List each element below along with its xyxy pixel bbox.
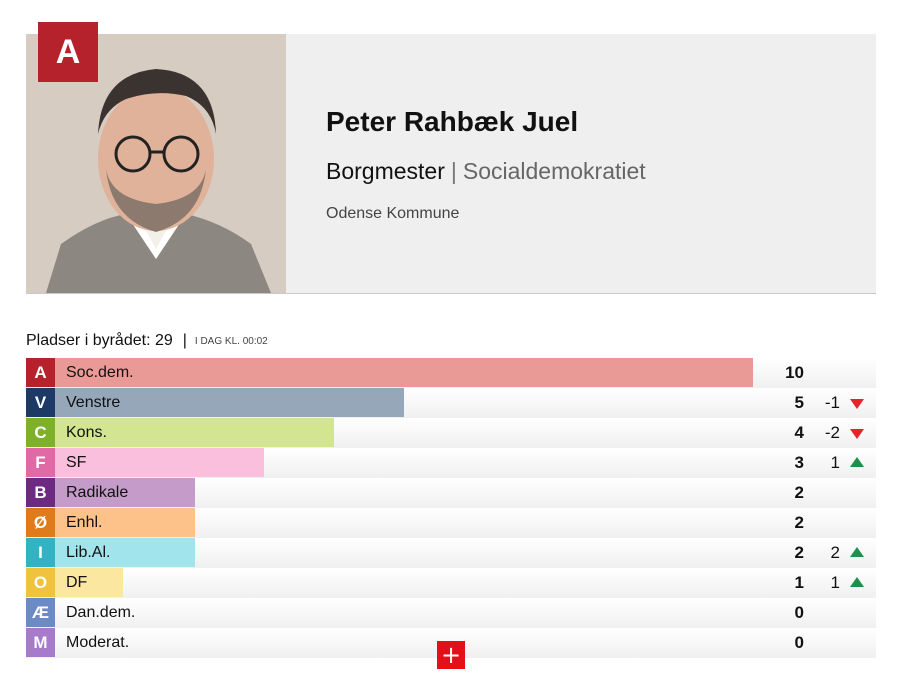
- party-seats: 4: [794, 423, 804, 442]
- party-seats: 3: [794, 453, 804, 472]
- party-row: Ø Enhl. 2: [26, 508, 876, 538]
- seats-header: Pladser i byrådet: 29 | I DAG KL. 00:02: [26, 332, 268, 350]
- party-name: DF: [66, 574, 88, 591]
- party-row: I Lib.Al. 2 2: [26, 538, 876, 568]
- party-name: Enhl.: [66, 514, 103, 531]
- arrow-up-icon: [850, 547, 864, 557]
- party-letter: M: [26, 628, 55, 657]
- candidate-name: Peter Rahbæk Juel: [326, 106, 579, 137]
- party-row: Æ Dan.dem. 0: [26, 598, 876, 628]
- party-name: SF: [66, 454, 87, 471]
- party-badge: A: [38, 22, 98, 82]
- candidate-municipality: Odense Kommune: [326, 205, 460, 222]
- separator: |: [182, 332, 187, 349]
- party-letter: O: [26, 568, 55, 597]
- party-name: Radikale: [66, 484, 129, 501]
- party-row: B Radikale 2: [26, 478, 876, 508]
- seats-title: Pladser i byrådet: 29: [26, 332, 173, 349]
- party-name: Soc.dem.: [66, 364, 134, 381]
- expand-plus-button[interactable]: +: [437, 641, 465, 669]
- seat-change: 2: [830, 543, 840, 562]
- seat-change: -1: [824, 393, 840, 412]
- candidate-role-line: Borgmester | Socialdemokratiet: [326, 158, 646, 185]
- seat-change: 1: [830, 573, 840, 592]
- party-row: C Kons. 4 -2: [26, 418, 876, 448]
- party-seats: 1: [794, 573, 804, 592]
- seat-bar: [55, 478, 195, 507]
- seat-change: -2: [824, 423, 840, 442]
- candidate-role: Borgmester: [326, 158, 445, 184]
- arrow-up-icon: [850, 457, 864, 467]
- party-letter: B: [26, 478, 55, 507]
- arrow-up-icon: [850, 577, 864, 587]
- party-letter: Ø: [26, 508, 55, 537]
- separator: |: [450, 158, 457, 184]
- party-seats: 2: [794, 483, 804, 502]
- candidate-party: Socialdemokratiet: [462, 158, 646, 184]
- party-name: Venstre: [66, 394, 121, 411]
- party-letter: Æ: [26, 598, 55, 627]
- seat-bar: [55, 538, 195, 567]
- update-time: I DAG KL. 00:02: [194, 335, 268, 347]
- party-name: Moderat.: [66, 634, 130, 651]
- seat-bar: [55, 448, 265, 477]
- party-name: Dan.dem.: [66, 604, 136, 621]
- party-seats: 0: [794, 633, 804, 652]
- party-row: O DF 1 1: [26, 568, 876, 598]
- arrow-down-icon: [850, 399, 864, 409]
- party-letter: V: [26, 388, 55, 417]
- party-letter: A: [26, 358, 55, 387]
- party-seats: 2: [794, 543, 804, 562]
- party-seats: 2: [794, 513, 804, 532]
- party-row: F SF 3 1: [26, 448, 876, 478]
- candidate-photo: [26, 34, 286, 293]
- party-row: V Venstre 5 -1: [26, 388, 876, 418]
- seat-bar: [55, 418, 335, 447]
- seat-bar: [55, 358, 753, 387]
- party-seats: 0: [794, 603, 804, 622]
- party-row: A Soc.dem. 10: [26, 358, 876, 388]
- party-letter: I: [26, 538, 55, 567]
- party-name: Lib.Al.: [66, 544, 111, 561]
- seat-bar: [55, 568, 123, 597]
- party-letter: F: [26, 448, 55, 477]
- seat-bar: [55, 508, 195, 537]
- party-seats: 10: [785, 363, 804, 382]
- arrow-down-icon: [850, 429, 864, 439]
- party-seat-list: A Soc.dem. 10 V Venstre 5 -1 C Kons. 4 -2 F SF 3 1 B Rad…: [26, 358, 876, 658]
- candidate-card: A Peter Rahbæk Juel Borgmester | Socialdem…: [26, 22, 876, 294]
- seat-bar: [55, 388, 404, 417]
- party-letter: C: [26, 418, 55, 447]
- seat-change: 1: [830, 453, 840, 472]
- party-seats: 5: [794, 393, 804, 412]
- party-name: Kons.: [66, 424, 107, 441]
